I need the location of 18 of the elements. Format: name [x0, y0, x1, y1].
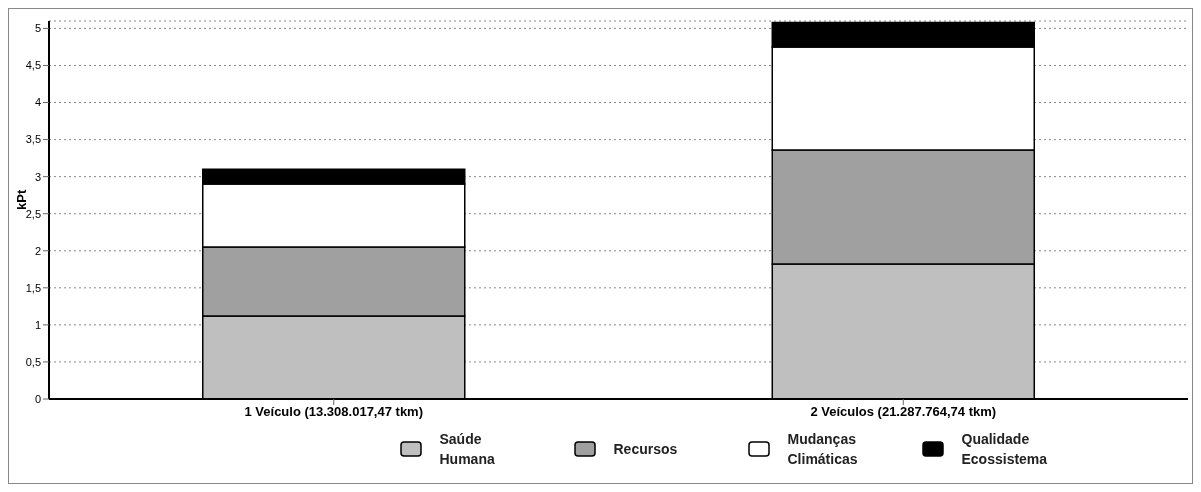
y-tick-label: 0,5: [25, 355, 41, 368]
y-axis-title: kPt: [13, 189, 29, 210]
legend-label: Saúde Humana: [439, 430, 496, 469]
y-tick-label: 2: [34, 244, 41, 257]
legend-label: Mudanças Climáticas: [787, 430, 859, 469]
y-tick-label: 0: [34, 392, 41, 405]
y-tick-label: 4: [34, 96, 41, 109]
y-tick-label: 2,5: [25, 207, 41, 220]
y-tick-label: 3,5: [25, 133, 41, 146]
y-tick-label: 4,5: [25, 59, 41, 72]
y-tick-label: 1: [34, 318, 41, 331]
y-tick-label: 3: [34, 170, 41, 183]
x-tick-label: 2 Veículos (21.287.764,74 tkm): [810, 404, 997, 420]
legend-label: Qualidade Ecossistema: [961, 430, 1049, 469]
y-tick-label: 5: [34, 22, 41, 35]
legend-label: Recursos: [613, 440, 679, 459]
y-tick-label: 1,5: [25, 281, 41, 294]
x-tick-label: 1 Veículo (13.308.017,47 tkm): [244, 404, 423, 420]
